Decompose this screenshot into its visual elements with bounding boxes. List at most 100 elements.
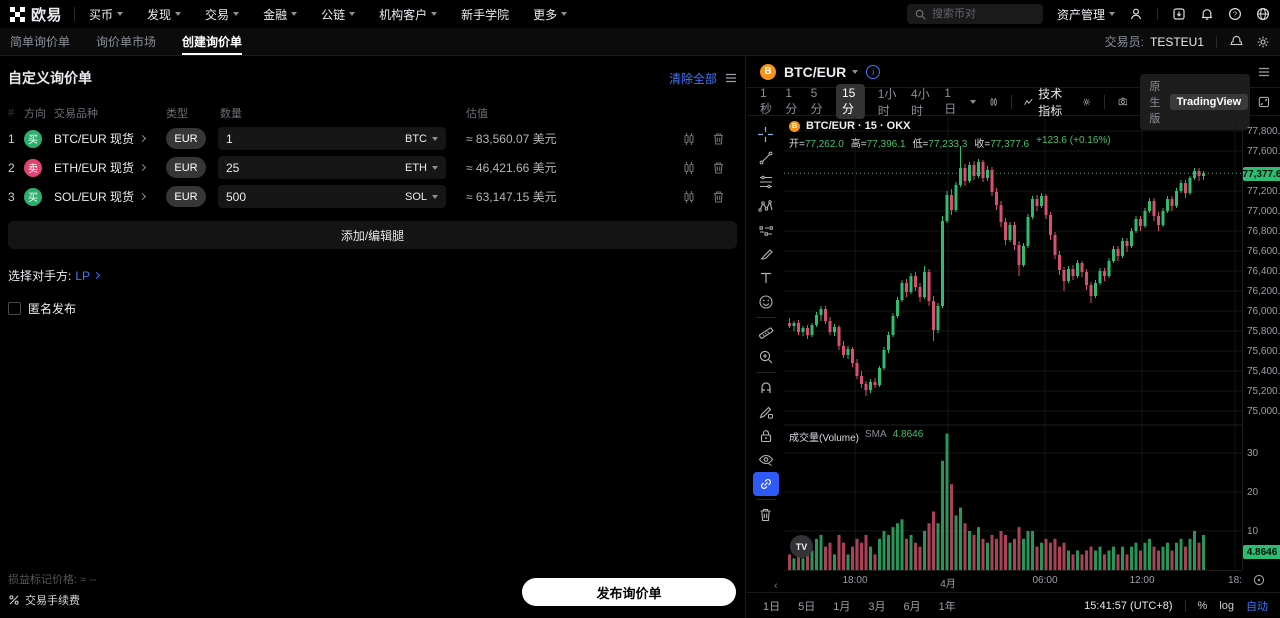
view-chart-icon[interactable] xyxy=(682,190,696,204)
tradingview-logo[interactable]: TV xyxy=(790,535,813,558)
menu-academy[interactable]: 新手学院 xyxy=(461,7,510,22)
interval-15m[interactable]: 15分 xyxy=(835,84,865,119)
indicators-button[interactable]: 技术指标 xyxy=(1024,85,1068,119)
type-pill[interactable]: EUR xyxy=(166,186,206,207)
interval-1h[interactable]: 1小时 xyxy=(877,86,897,118)
amount-input[interactable] xyxy=(226,160,376,175)
auto-scale-toggle[interactable]: 自动 xyxy=(1246,600,1268,613)
interval-5m[interactable]: 5分 xyxy=(810,86,823,116)
menu-more[interactable]: 更多 xyxy=(533,6,568,23)
intervals-more-chevron[interactable] xyxy=(969,99,976,104)
unit-dropdown[interactable]: SOL xyxy=(405,191,438,203)
anonymous-option[interactable]: 匿名发布 xyxy=(0,284,745,317)
view-chart-icon[interactable] xyxy=(682,161,696,175)
screenshot-camera-icon[interactable] xyxy=(1118,95,1128,108)
menu-trade[interactable]: 交易 xyxy=(205,6,240,23)
instrument-selector[interactable]: BTC/EUR 现货 xyxy=(54,130,166,147)
range-5d[interactable]: 5日 xyxy=(798,600,816,613)
chart-type-icon[interactable] xyxy=(989,95,998,109)
chevron-right-icon[interactable] xyxy=(92,271,101,280)
trader-hat-icon[interactable] xyxy=(1229,35,1244,48)
candlestick-chart[interactable] xyxy=(784,116,1242,570)
drawing-mode-tool[interactable] xyxy=(753,400,779,424)
counterparty-value-link[interactable]: LP xyxy=(75,268,91,283)
profile-icon[interactable] xyxy=(1129,7,1143,21)
delete-leg-icon[interactable] xyxy=(712,161,725,175)
brush-tool[interactable] xyxy=(753,242,779,266)
instrument-selector[interactable]: ETH/EUR 现货 xyxy=(54,159,166,176)
search-input[interactable] xyxy=(931,8,1032,20)
sync-drawings-tool[interactable] xyxy=(752,472,779,496)
log-scale-toggle[interactable]: log xyxy=(1219,599,1234,612)
menu-discover[interactable]: 发现 xyxy=(147,6,182,23)
text-tool[interactable] xyxy=(753,266,779,290)
prediction-tool[interactable] xyxy=(753,218,779,242)
download-app-icon[interactable] xyxy=(1172,7,1186,21)
settings-gear-icon[interactable] xyxy=(1256,35,1270,49)
amount-field[interactable]: BTC xyxy=(218,127,446,150)
clock[interactable]: 15:41:57 (UTC+8) xyxy=(1084,599,1173,612)
price-axis[interactable]: 77,377.6 4.8646 77,800.0 77,600.0 77,200.0… xyxy=(1242,116,1280,570)
percent-scale-toggle[interactable]: % xyxy=(1197,599,1208,612)
remove-drawings-tool[interactable] xyxy=(753,503,779,527)
zoom-in-tool[interactable] xyxy=(753,345,779,369)
interval-1m[interactable]: 1分 xyxy=(785,86,798,116)
menu-institutional[interactable]: 机构客户 xyxy=(379,6,438,23)
unit-dropdown[interactable]: BTC xyxy=(405,133,438,145)
tab-rfq-market[interactable]: 询价单市场 xyxy=(96,35,157,49)
chart-plot-area[interactable]: B BTC/EUR · 15 · OKX 开=77,262.0 高=77,396… xyxy=(784,116,1242,570)
help-icon[interactable]: ? xyxy=(1228,7,1242,21)
amount-field[interactable]: ETH xyxy=(218,156,446,179)
lock-drawings-tool[interactable] xyxy=(753,424,779,448)
range-1mo[interactable]: 1月 xyxy=(833,600,851,613)
menu-buy-crypto[interactable]: 买币 xyxy=(89,6,124,23)
delete-leg-icon[interactable] xyxy=(712,132,725,146)
view-chart-icon[interactable] xyxy=(682,132,696,146)
chevron-down-icon[interactable] xyxy=(852,69,859,74)
hide-drawings-tool[interactable] xyxy=(753,448,779,472)
tab-create-rfq[interactable]: 创建询价单 xyxy=(182,28,243,55)
add-edit-legs-button[interactable]: 添加/编辑腿 xyxy=(8,221,737,249)
emoji-tool[interactable] xyxy=(753,290,779,314)
interval-4h[interactable]: 4小时 xyxy=(910,86,930,118)
range-3mo[interactable]: 3月 xyxy=(868,600,886,613)
collapse-tools-icon[interactable]: ‹ xyxy=(774,580,778,592)
type-pill[interactable]: EUR xyxy=(166,128,206,149)
chart-menu-icon[interactable] xyxy=(1258,67,1270,77)
tradingview-option[interactable]: TradingView xyxy=(1169,93,1249,110)
expand-icon[interactable] xyxy=(1258,95,1270,109)
amount-input[interactable] xyxy=(226,131,376,146)
info-icon[interactable]: i xyxy=(866,64,881,79)
notifications-icon[interactable] xyxy=(1200,7,1214,21)
crosshair-tool[interactable] xyxy=(753,122,779,146)
search-box[interactable] xyxy=(906,4,1043,24)
amount-field[interactable]: SOL xyxy=(218,185,446,208)
magnet-tool[interactable] xyxy=(753,376,779,400)
instrument-selector[interactable]: SOL/EUR 现货 xyxy=(54,188,166,205)
type-pill[interactable]: EUR xyxy=(166,157,206,178)
measure-tool[interactable] xyxy=(753,321,779,345)
anonymous-checkbox[interactable] xyxy=(8,302,21,315)
interval-1d[interactable]: 1日 xyxy=(944,86,957,116)
trend-line-tool[interactable] xyxy=(753,146,779,170)
scroll-to-realtime-icon[interactable] xyxy=(1252,573,1266,587)
tab-simple-rfq[interactable]: 简单询价单 xyxy=(10,35,71,49)
range-1d[interactable]: 1日 xyxy=(763,600,781,613)
fib-retracement-tool[interactable] xyxy=(753,170,779,194)
range-6mo[interactable]: 6月 xyxy=(903,600,921,613)
chart-settings-icon[interactable] xyxy=(1082,95,1091,109)
clear-all-link[interactable]: 清除全部 xyxy=(668,71,717,86)
publish-rfq-button[interactable]: 发布询价单 xyxy=(522,578,736,606)
native-version-option[interactable]: 原生版 xyxy=(1149,80,1161,125)
chart-symbol[interactable]: BTC/EUR xyxy=(784,63,847,80)
menu-chain[interactable]: 公链 xyxy=(321,6,356,23)
xabcd-pattern-tool[interactable] xyxy=(753,194,779,218)
language-globe-icon[interactable] xyxy=(1256,7,1270,21)
panel-menu-icon[interactable] xyxy=(725,73,737,83)
okx-logo[interactable]: 欧易 xyxy=(10,4,62,25)
amount-input[interactable] xyxy=(226,189,376,204)
fee-row[interactable]: 交易手续费 xyxy=(8,592,97,608)
delete-leg-icon[interactable] xyxy=(712,190,725,204)
time-axis[interactable]: 18:00 4月 06:00 12:00 18: xyxy=(784,570,1242,591)
menu-finance[interactable]: 金融 xyxy=(263,6,298,23)
